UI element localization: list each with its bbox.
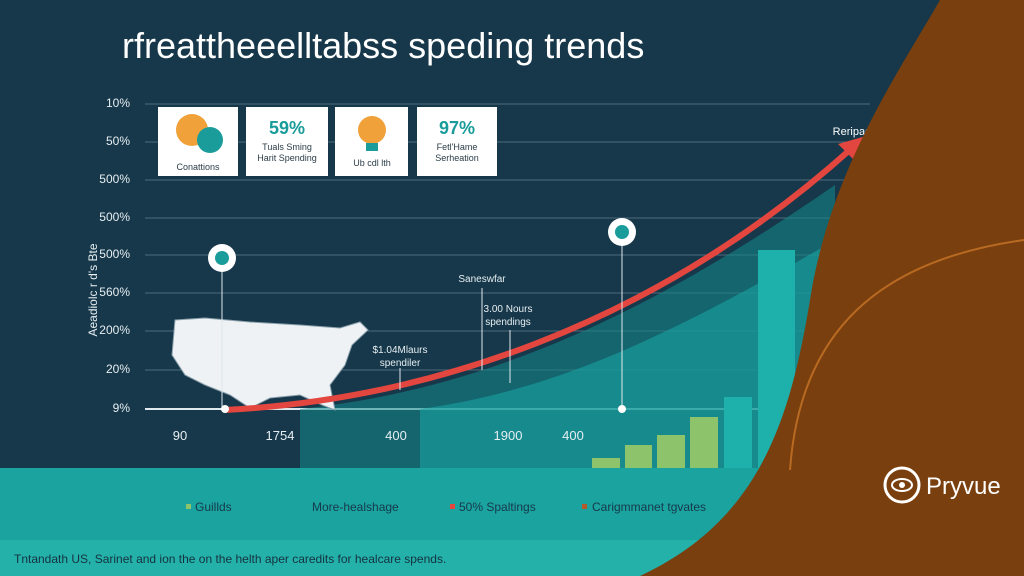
y-label: 200%: [99, 323, 130, 337]
bar: [625, 445, 652, 468]
cards: Conattions 59% Tuals Sming Harit Spendin…: [158, 107, 497, 176]
x-label: 1754: [266, 428, 295, 443]
y-axis-title: Aeadiolc r d's Bte: [86, 243, 100, 336]
legend-swatch: [186, 504, 191, 509]
card-icon: [358, 116, 386, 144]
callout: 3.00 Nours: [484, 304, 533, 315]
card-icon: [197, 127, 223, 153]
y-label: 9%: [113, 401, 131, 415]
card-text: Serheation: [435, 153, 479, 163]
x-label: 400: [385, 428, 407, 443]
card-stat: 97%: [439, 118, 475, 138]
y-label: 560%: [99, 285, 130, 299]
legend-item: Carigmmanet tgvates: [592, 500, 706, 514]
card-caption: Conattions: [176, 162, 220, 172]
card-caption: Ub cdl lth: [353, 158, 391, 168]
callout: spendiler: [380, 358, 421, 369]
pin-icon: [215, 251, 229, 265]
point: [221, 405, 229, 413]
card-text: Tuals Sming: [262, 142, 312, 152]
y-label: 500%: [99, 210, 130, 224]
legend-swatch: [582, 504, 587, 509]
arrow-head: [838, 136, 866, 162]
swoosh: [640, 0, 1024, 576]
bar: [592, 458, 620, 468]
card-text: Fetl'Hame: [437, 142, 478, 152]
card-stat: 59%: [269, 118, 305, 138]
bar: [657, 435, 685, 468]
footer: Tntandath US, Sarinet and ion the on the…: [14, 552, 446, 566]
y-label: 20%: [106, 362, 130, 376]
x-label: 400: [562, 428, 584, 443]
title: rfreattheeelltabss speding trends: [122, 25, 644, 66]
x-label: 1900: [494, 428, 523, 443]
card-text: Harit Spending: [257, 153, 317, 163]
card: [417, 107, 497, 176]
callout: $1.04Mlaurs: [372, 345, 427, 356]
legend-item: More-healshage: [312, 500, 399, 514]
bar: [690, 417, 718, 468]
x-label: 90: [173, 428, 187, 443]
y-label: 50%: [106, 134, 130, 148]
callout: spendings: [485, 317, 531, 328]
brand-logo: [891, 478, 913, 492]
y-label: 10%: [106, 96, 130, 110]
swoosh-line: [789, 239, 1024, 471]
legend-item: Guillds: [195, 500, 232, 514]
y-label: 500%: [99, 247, 130, 261]
brand-logo: [883, 466, 921, 504]
card: [246, 107, 328, 176]
legend-swatch: [450, 504, 455, 509]
pin-icon: [615, 225, 629, 239]
brand-name: Pryvue: [926, 473, 1001, 500]
legend-item: 50% Spaltings: [459, 500, 536, 514]
brand-logo: [899, 482, 905, 488]
y-label: 500%: [99, 172, 130, 186]
card-icon: [366, 143, 378, 151]
trend-arrow: [224, 145, 855, 413]
callout: Saneswfar: [458, 274, 506, 285]
point: [618, 405, 626, 413]
bar: [724, 397, 752, 468]
y-labels: 10% 50% 500% 500% 500% 560% 200% 20% 9%: [99, 96, 130, 415]
